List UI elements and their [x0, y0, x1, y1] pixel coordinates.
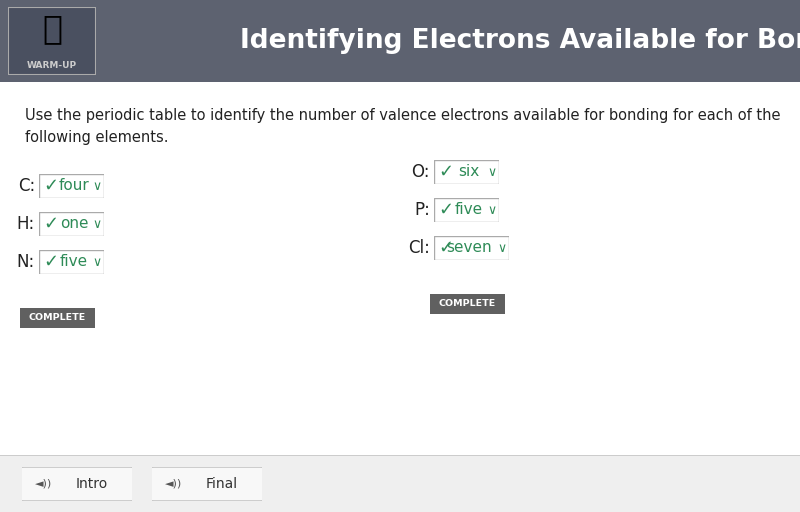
Text: ∨: ∨: [93, 255, 102, 268]
Text: ◄)): ◄)): [166, 479, 182, 489]
Text: Intro: Intro: [76, 477, 108, 491]
Text: ∨: ∨: [93, 180, 102, 193]
FancyBboxPatch shape: [8, 7, 96, 75]
FancyBboxPatch shape: [434, 236, 509, 260]
Text: Use the periodic table to identify the number of valence electrons available for: Use the periodic table to identify the n…: [25, 108, 781, 123]
Text: COMPLETE: COMPLETE: [439, 300, 496, 309]
FancyBboxPatch shape: [18, 467, 135, 501]
FancyBboxPatch shape: [0, 456, 800, 512]
FancyBboxPatch shape: [39, 250, 104, 274]
Text: Cl:: Cl:: [408, 239, 430, 257]
Text: ✓: ✓: [438, 163, 454, 181]
Text: ✓: ✓: [438, 201, 454, 219]
Text: 🔥: 🔥: [42, 12, 62, 46]
Text: ✓: ✓: [43, 253, 58, 271]
Text: Identifying Electrons Available for Bonding: Identifying Electrons Available for Bond…: [240, 28, 800, 54]
Text: following elements.: following elements.: [25, 130, 169, 145]
Text: P:: P:: [414, 201, 430, 219]
Text: seven: seven: [446, 241, 492, 255]
FancyBboxPatch shape: [430, 294, 505, 314]
Text: ∨: ∨: [487, 165, 497, 179]
Text: six: six: [458, 164, 480, 180]
FancyBboxPatch shape: [39, 212, 104, 236]
Text: N:: N:: [17, 253, 35, 271]
Text: ✓: ✓: [43, 215, 58, 233]
Text: WARM-UP: WARM-UP: [27, 60, 77, 70]
FancyBboxPatch shape: [20, 308, 95, 328]
Text: ✓: ✓: [43, 177, 58, 195]
Text: ∨: ∨: [93, 218, 102, 230]
Text: five: five: [60, 254, 88, 269]
FancyBboxPatch shape: [149, 467, 266, 501]
Text: C:: C:: [18, 177, 35, 195]
FancyBboxPatch shape: [39, 174, 104, 198]
Text: H:: H:: [17, 215, 35, 233]
Text: one: one: [60, 217, 88, 231]
FancyBboxPatch shape: [434, 198, 499, 222]
Text: ◄)): ◄)): [35, 479, 53, 489]
Text: four: four: [58, 179, 90, 194]
Text: Final: Final: [206, 477, 238, 491]
Text: five: five: [455, 203, 483, 218]
Text: O:: O:: [411, 163, 430, 181]
Text: ✓: ✓: [438, 239, 454, 257]
FancyBboxPatch shape: [434, 160, 499, 184]
FancyBboxPatch shape: [0, 0, 800, 82]
Text: ∨: ∨: [487, 203, 497, 217]
Text: ∨: ∨: [498, 242, 506, 254]
Text: COMPLETE: COMPLETE: [29, 313, 86, 323]
